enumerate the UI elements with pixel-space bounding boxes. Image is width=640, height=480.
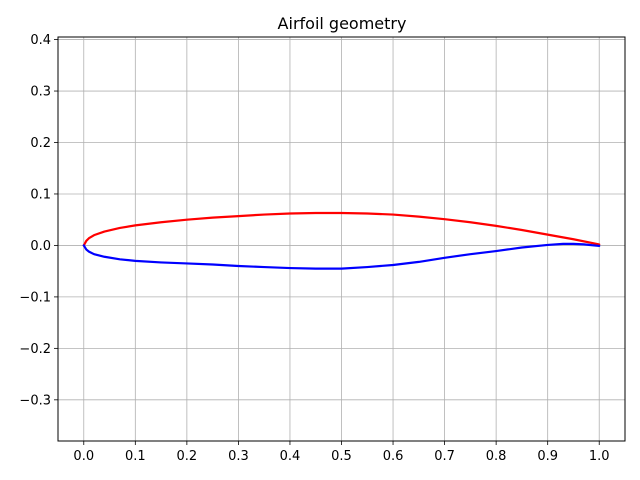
x-tick-label: 1.0 — [589, 449, 610, 464]
x-tick-label: 0.7 — [434, 449, 455, 464]
y-tick-label: −0.2 — [19, 342, 51, 357]
lower-surface-line — [82, 242, 601, 270]
y-tick-label: 0.1 — [30, 187, 51, 202]
y-tick-label: 0.2 — [30, 136, 51, 151]
y-tick-label: 0.4 — [30, 33, 51, 48]
x-tick-label: 0.5 — [331, 449, 352, 464]
upper-surface-line — [82, 211, 601, 247]
x-tick-label: 0.6 — [383, 449, 404, 464]
x-tick-label: 0.9 — [537, 449, 558, 464]
plot-area — [57, 36, 626, 442]
y-tick-label: 0.0 — [30, 239, 51, 254]
y-tick-label: −0.3 — [19, 393, 51, 408]
y-axis: −0.3 −0.2 −0.1 0.0 0.1 0.2 0.3 0.4 — [19, 33, 58, 408]
x-tick-label: 0.1 — [125, 449, 146, 464]
x-tick-label: 0.2 — [177, 449, 198, 464]
x-tick-label: 0.8 — [486, 449, 507, 464]
x-axis: 0.0 0.1 0.2 0.3 0.4 0.5 0.6 0.7 0.8 0.9 1.0 — [73, 441, 610, 464]
series-lines — [82, 211, 601, 270]
y-tick-label: −0.1 — [19, 290, 51, 305]
x-tick-label: 0.3 — [228, 449, 249, 464]
y-tick-label: 0.3 — [30, 85, 51, 100]
x-tick-label: 0.4 — [280, 449, 301, 464]
x-tick-label: 0.0 — [73, 449, 94, 464]
grid-lines — [58, 37, 625, 441]
chart-title: Airfoil geometry — [278, 14, 407, 33]
